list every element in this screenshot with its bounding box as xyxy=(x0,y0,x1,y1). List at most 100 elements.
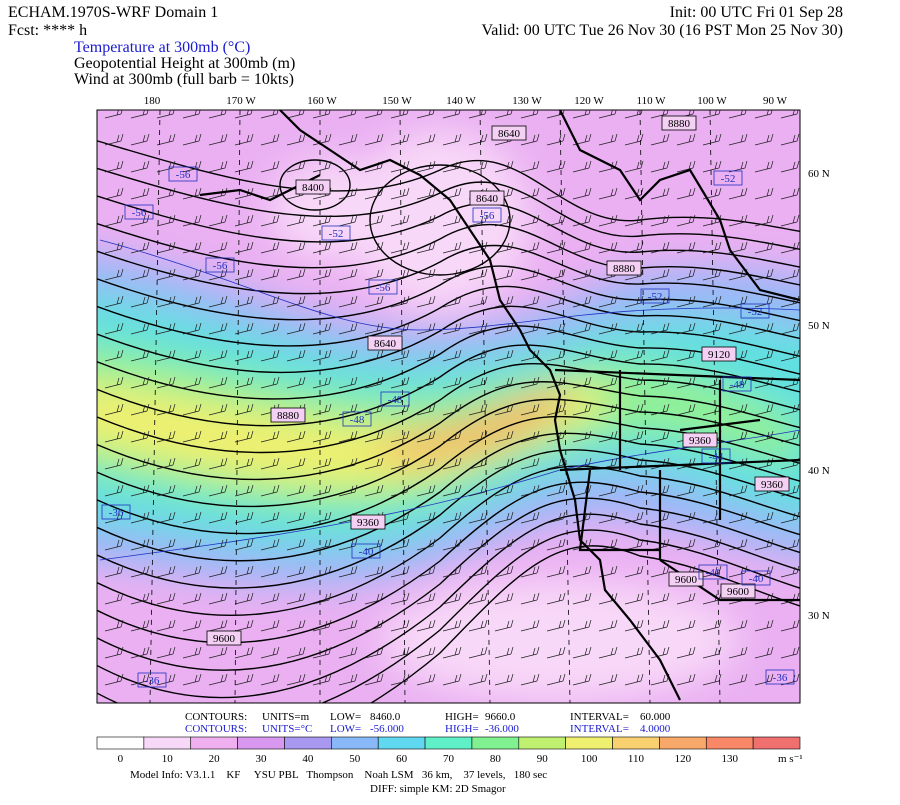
wind-barb xyxy=(156,457,176,470)
wind-barb xyxy=(260,349,280,362)
wind-barb xyxy=(260,457,280,470)
wind-barb xyxy=(338,187,358,200)
wind-barb xyxy=(442,268,462,281)
wind-barb xyxy=(728,511,748,524)
colorbar-tick: 70 xyxy=(443,753,455,765)
wind-barb xyxy=(494,403,514,416)
wind-barb xyxy=(182,295,202,308)
wind-barb xyxy=(390,511,410,524)
latitude-label: 50 N xyxy=(808,320,830,332)
wind-barb xyxy=(702,322,722,335)
wind-barb xyxy=(624,322,644,335)
temperature-label: -36 xyxy=(773,672,788,684)
colorbar-units: m s⁻¹ xyxy=(778,753,803,765)
wind-barb xyxy=(442,619,462,632)
temperature-label: -56 xyxy=(132,207,147,219)
wind-barb xyxy=(442,376,462,389)
temperature-label-box xyxy=(205,257,235,273)
init-time: Init: 00 UTC Fri 01 Sep 28 xyxy=(670,4,843,21)
valid-time: Valid: 00 UTC Tue 26 Nov 30 (16 PST Mon … xyxy=(481,22,843,39)
wind-barb xyxy=(390,133,410,146)
colorbar-tick: 50 xyxy=(349,753,361,765)
wind-barb xyxy=(442,457,462,470)
wind-barb xyxy=(208,403,228,416)
wind-barb xyxy=(520,160,540,173)
temperature-label: -56 xyxy=(213,260,228,272)
wind-barb xyxy=(572,241,592,254)
field-height: Geopotential Height at 300mb (m) xyxy=(74,55,295,72)
wind-barb xyxy=(182,619,202,632)
wind-barb xyxy=(624,430,644,443)
wind-barb xyxy=(234,538,254,551)
wind-barb xyxy=(104,565,124,578)
height-label-box xyxy=(491,125,527,141)
height-contour xyxy=(97,465,800,617)
wind-barb xyxy=(234,484,254,497)
wind-barb xyxy=(416,133,436,146)
wind-barb xyxy=(442,538,462,551)
wind-barb xyxy=(156,376,176,389)
colorbar-box xyxy=(752,736,801,750)
wind-barb xyxy=(598,376,618,389)
height-label-box xyxy=(367,335,403,351)
wind-barb xyxy=(364,484,384,497)
wind-barb xyxy=(104,349,124,362)
wind-barb xyxy=(286,214,306,227)
wind-barb xyxy=(780,241,800,254)
wind-barb xyxy=(468,133,488,146)
wind-barb xyxy=(312,619,332,632)
height-label-box xyxy=(270,407,306,423)
wind-barb xyxy=(546,187,566,200)
wind-barb xyxy=(208,646,228,659)
wind-barb xyxy=(598,187,618,200)
colorbar-tick: 60 xyxy=(396,753,408,765)
colorbar-box xyxy=(284,736,332,750)
wind-barb xyxy=(546,673,566,686)
wind-barb xyxy=(468,646,488,659)
wind-barb xyxy=(260,430,280,443)
wind-barb xyxy=(624,160,644,173)
wind-barb xyxy=(676,187,696,200)
wind-barb xyxy=(338,349,358,362)
wind-barb xyxy=(130,241,150,254)
colorbar-tick: 80 xyxy=(490,753,502,765)
wind-barb xyxy=(676,241,696,254)
wind-barb xyxy=(650,160,670,173)
temperature-label-box xyxy=(698,564,728,580)
wind-barb xyxy=(104,322,124,335)
wind-barb xyxy=(364,295,384,308)
temperature-label-box xyxy=(740,303,770,319)
wind-barb xyxy=(234,565,254,578)
wind-barb xyxy=(208,592,228,605)
wind-barb xyxy=(754,565,774,578)
wind-barb xyxy=(312,511,332,524)
height-contour xyxy=(97,497,800,671)
contour-info: -56.000 xyxy=(370,723,404,735)
wind-barb xyxy=(754,430,774,443)
wind-barb xyxy=(468,565,488,578)
wind-barb xyxy=(182,349,202,362)
height-label: 9120 xyxy=(708,349,731,361)
wind-barb xyxy=(130,430,150,443)
wind-barb xyxy=(546,538,566,551)
height-contour xyxy=(97,167,800,250)
wind-barb xyxy=(312,349,332,362)
temperature-contour xyxy=(99,239,800,331)
longitude-label: 100 W xyxy=(697,95,727,107)
wind-barb xyxy=(520,376,540,389)
wind-barb xyxy=(676,619,696,632)
colorbar-box xyxy=(331,736,379,750)
contour-info: CONTOURS: xyxy=(185,723,247,735)
wind-barb xyxy=(702,295,722,308)
height-label: 9360 xyxy=(689,435,712,447)
wind-barb xyxy=(260,565,280,578)
low-contour xyxy=(369,164,511,276)
wind-barb xyxy=(468,619,488,632)
map-axes: 180 170 W 160 W 150 W 140 W 130 W 120 W 110 W 10… xyxy=(144,95,830,622)
wind-barb xyxy=(572,403,592,416)
wind-barb xyxy=(754,538,774,551)
wind-barb xyxy=(260,241,280,254)
wind-barb xyxy=(442,430,462,443)
temperature-label: -48 xyxy=(350,414,365,426)
wind-barb xyxy=(676,403,696,416)
